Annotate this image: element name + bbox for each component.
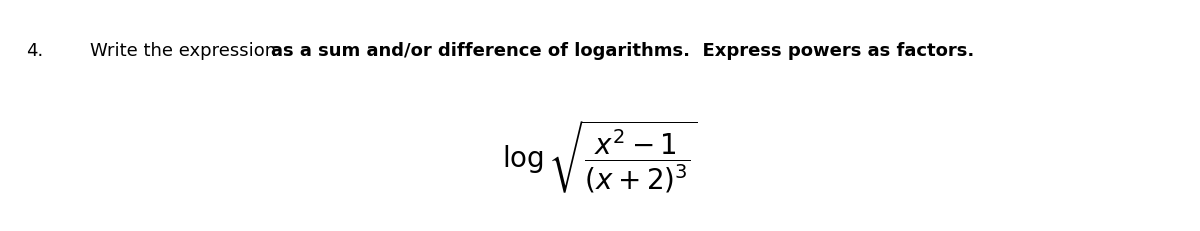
Text: $\log \sqrt{\dfrac{x^2 - 1}{(x + 2)^3}}$: $\log \sqrt{\dfrac{x^2 - 1}{(x + 2)^3}}$ — [503, 118, 697, 195]
Text: Write the expression: Write the expression — [90, 42, 282, 60]
Text: 4.: 4. — [26, 42, 43, 60]
Text: as a sum and/or difference of logarithms.  Express powers as factors.: as a sum and/or difference of logarithms… — [271, 42, 974, 60]
